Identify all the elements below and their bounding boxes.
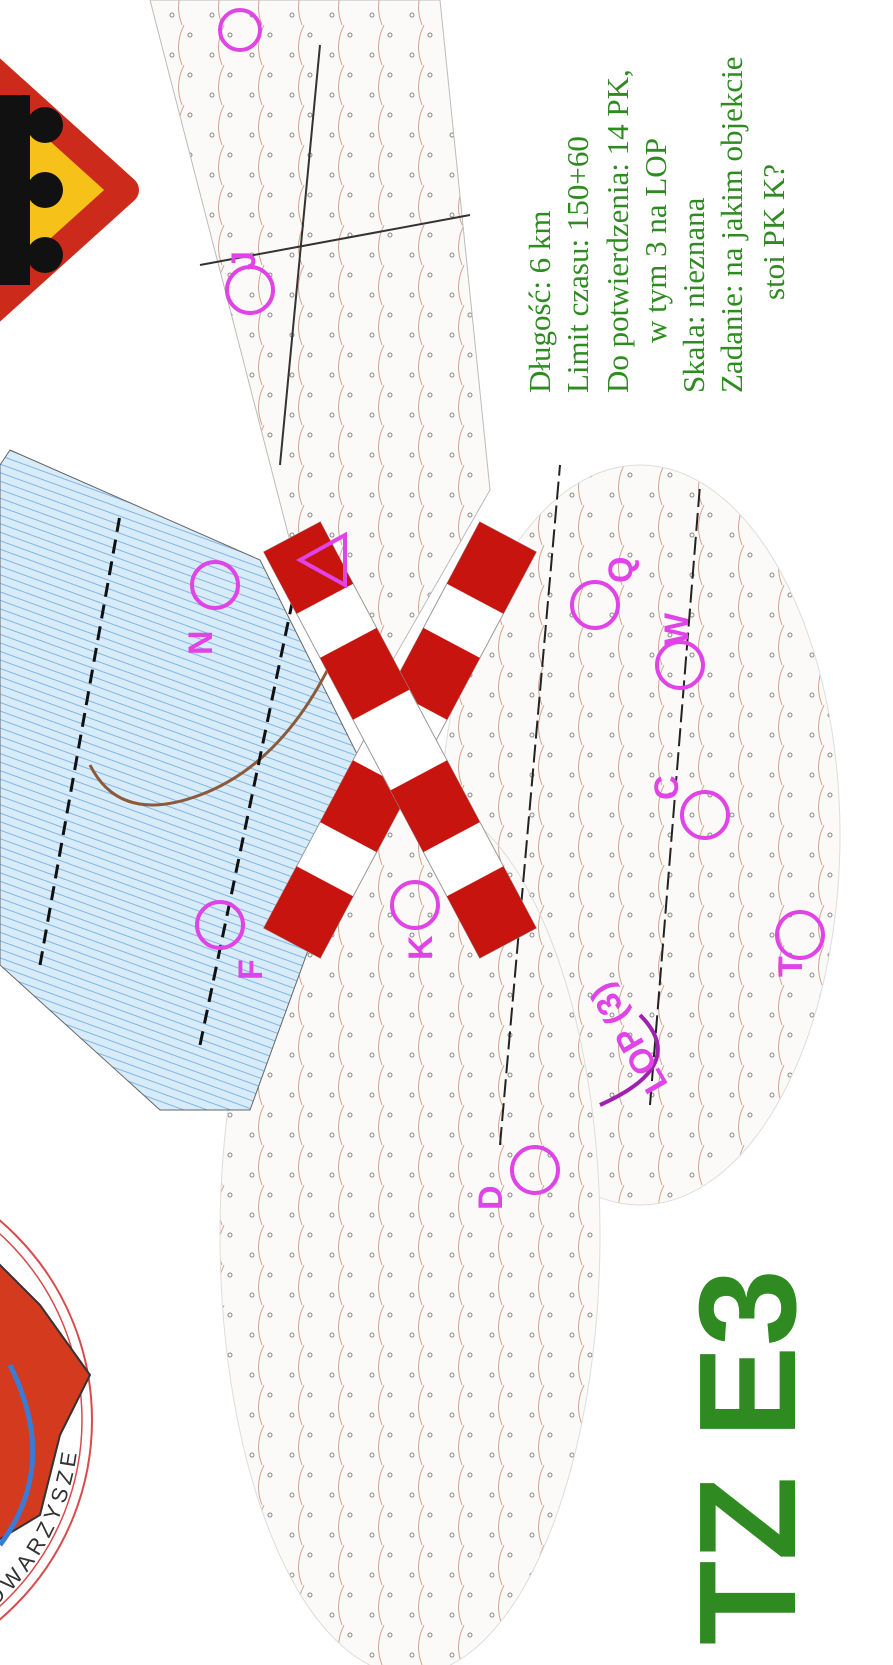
lop-line bbox=[599, 1013, 660, 1107]
control-label: D bbox=[472, 1185, 510, 1210]
info-line: stoi PK K? bbox=[756, 164, 791, 300]
info-line: Do potwierdzenia: 14 PK, bbox=[600, 69, 635, 393]
control-circle bbox=[570, 580, 620, 630]
club-logo: STOWARZYSZE bbox=[0, 1157, 93, 1665]
control-label: Q bbox=[602, 557, 640, 583]
info-line: Długość: 6 km bbox=[522, 210, 557, 393]
control-label: F bbox=[232, 959, 270, 980]
track bbox=[499, 464, 701, 1146]
control-circle bbox=[190, 560, 240, 610]
info-line: Skala: nieznana bbox=[676, 197, 711, 393]
control-circle bbox=[680, 790, 730, 840]
control-circle bbox=[195, 900, 245, 950]
control-circle bbox=[775, 910, 825, 960]
start-triangle bbox=[295, 531, 347, 589]
track bbox=[38, 514, 302, 1046]
finish-circle bbox=[218, 8, 262, 52]
control-label: T bbox=[772, 956, 810, 977]
control-label: W bbox=[658, 612, 696, 645]
info-line: Zadanie: na jakim objekcie bbox=[714, 56, 749, 393]
control-circle bbox=[225, 265, 275, 315]
control-label: C bbox=[648, 775, 686, 800]
rotated-sheet: STOWARZYSZE bbox=[0, 0, 841, 1665]
control-circle bbox=[390, 880, 440, 930]
title: TZ E3 bbox=[671, 1269, 825, 1645]
control-circle bbox=[510, 1145, 560, 1195]
control-label: J bbox=[225, 251, 263, 270]
railway-sign bbox=[0, 0, 139, 389]
info-line: w tym 3 na LOP bbox=[638, 138, 673, 343]
color-map bbox=[0, 449, 371, 1111]
info-line: Limit czasu: 150+60 bbox=[560, 136, 595, 393]
road bbox=[199, 44, 471, 466]
map-top-petal bbox=[149, 0, 491, 701]
control-label: K bbox=[402, 935, 440, 960]
railway-crossing bbox=[263, 521, 537, 959]
control-circle bbox=[655, 640, 705, 690]
control-label: N bbox=[182, 630, 220, 655]
contour bbox=[88, 664, 332, 807]
